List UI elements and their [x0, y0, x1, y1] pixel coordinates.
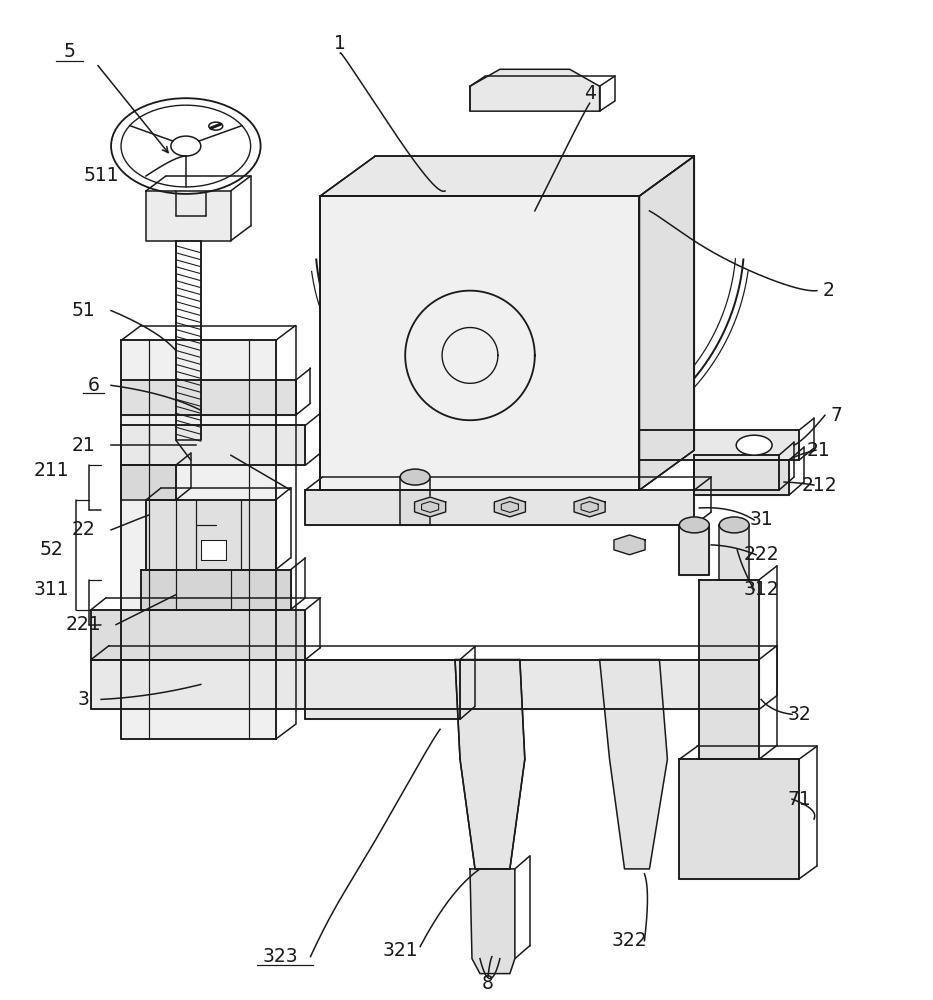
- Ellipse shape: [400, 469, 430, 485]
- Text: 221: 221: [65, 615, 101, 634]
- Text: 21: 21: [807, 441, 830, 460]
- Polygon shape: [639, 430, 799, 460]
- Text: 4: 4: [584, 84, 595, 103]
- Text: 323: 323: [263, 947, 299, 966]
- Polygon shape: [694, 455, 779, 490]
- Text: 2: 2: [823, 281, 835, 300]
- Polygon shape: [600, 660, 667, 869]
- Polygon shape: [121, 465, 175, 500]
- Polygon shape: [414, 497, 446, 517]
- Polygon shape: [455, 660, 525, 869]
- Polygon shape: [121, 380, 296, 415]
- Text: 51: 51: [71, 301, 95, 320]
- Polygon shape: [405, 291, 535, 420]
- Polygon shape: [141, 570, 290, 610]
- Text: 511: 511: [83, 166, 118, 185]
- Text: 5: 5: [63, 42, 76, 61]
- Polygon shape: [201, 540, 226, 560]
- Text: 21: 21: [71, 436, 95, 455]
- Polygon shape: [91, 660, 759, 709]
- Text: 52: 52: [39, 540, 63, 559]
- Polygon shape: [400, 477, 430, 525]
- Text: 1: 1: [334, 34, 346, 53]
- Polygon shape: [574, 497, 606, 517]
- Text: 321: 321: [383, 941, 418, 960]
- Text: 7: 7: [831, 406, 842, 425]
- Text: 311: 311: [34, 580, 69, 599]
- Polygon shape: [470, 869, 515, 974]
- Text: 8: 8: [482, 974, 494, 993]
- Polygon shape: [679, 759, 799, 879]
- Polygon shape: [121, 340, 275, 739]
- Polygon shape: [305, 660, 460, 719]
- Polygon shape: [146, 191, 230, 241]
- Polygon shape: [700, 580, 759, 759]
- Polygon shape: [719, 525, 749, 580]
- Ellipse shape: [719, 517, 749, 533]
- Polygon shape: [614, 535, 645, 555]
- Polygon shape: [494, 497, 525, 517]
- Polygon shape: [121, 425, 305, 465]
- Polygon shape: [175, 241, 201, 440]
- Text: 222: 222: [744, 545, 779, 564]
- Text: 71: 71: [787, 790, 811, 809]
- Polygon shape: [146, 500, 275, 570]
- Text: 32: 32: [787, 705, 811, 724]
- Text: 22: 22: [71, 520, 95, 539]
- Text: 322: 322: [612, 931, 648, 950]
- Text: 31: 31: [749, 510, 773, 529]
- Polygon shape: [320, 156, 694, 196]
- Ellipse shape: [679, 517, 709, 533]
- Polygon shape: [470, 69, 600, 111]
- Polygon shape: [305, 490, 694, 525]
- Text: 312: 312: [744, 580, 779, 599]
- Polygon shape: [91, 610, 305, 660]
- Text: 6: 6: [89, 376, 100, 395]
- Ellipse shape: [736, 435, 773, 455]
- Polygon shape: [639, 156, 694, 490]
- Polygon shape: [320, 196, 639, 490]
- Text: 3: 3: [77, 690, 89, 709]
- Polygon shape: [679, 525, 709, 575]
- Polygon shape: [694, 460, 789, 495]
- Text: 212: 212: [801, 476, 837, 495]
- Text: 211: 211: [34, 461, 69, 480]
